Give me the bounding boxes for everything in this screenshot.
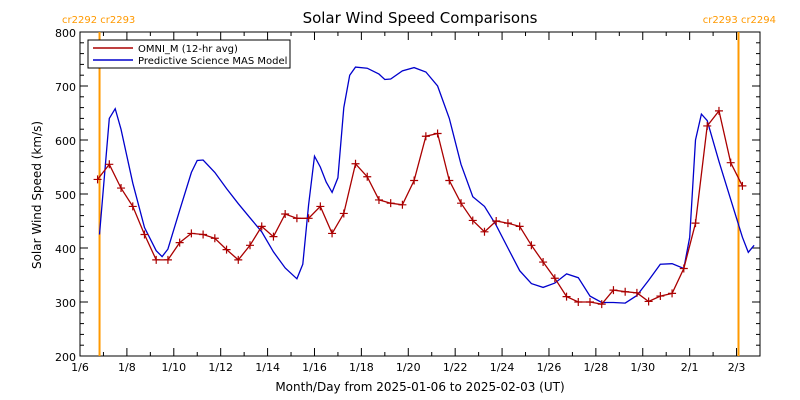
omni-data-point [398,200,407,209]
x-tick-label: 1/14 [255,361,280,374]
omni-data-point [738,181,747,190]
x-tick-label: 1/16 [302,361,327,374]
omni-data-point [281,209,290,218]
y-tick-label: 800 [55,27,76,40]
legend-box [87,39,291,69]
legend-entry: OMNI_M (12-hr avg) [138,44,238,55]
omni-data-point [410,176,419,185]
carrington-marker-label: cr2293 cr2294 [703,15,776,26]
x-tick-label: 1/22 [443,361,468,374]
omni-data-point [163,255,172,264]
x-tick-label: 1/28 [584,361,609,374]
omni-data-point [574,298,583,306]
omni-data-point [105,160,114,169]
x-tick-label: 1/30 [630,361,655,374]
x-tick-label: 1/24 [490,361,515,374]
omni-data-point [210,234,219,243]
omni-data-point [175,238,184,247]
omni-data-point [316,202,325,211]
carrington-marker-label: cr2292 cr2293 [62,15,135,26]
x-tick-label: 1/10 [161,361,186,374]
omni-data-point [539,258,548,267]
x-tick-label: 1/18 [349,361,374,374]
omni-data-point [609,286,618,295]
omni-data-point [304,214,313,223]
omni-data-point [386,199,395,208]
omni-data-point [691,219,700,228]
omni-data-point [117,184,126,193]
omni-data-point [562,292,571,301]
omni-data-point [140,230,149,239]
omni-data-point [586,298,594,306]
omni-data-point [199,230,208,239]
omni-data-point [292,214,301,223]
omni-data-point [503,219,512,228]
omni-data-point [621,287,630,296]
omni-data-point [515,222,524,231]
y-tick-label: 200 [55,351,76,364]
y-tick-label: 600 [55,135,76,148]
omni-data-point [269,232,278,241]
omni-data-point [421,132,430,141]
omni-data-point [703,121,712,130]
mas-model-series-line [98,66,755,304]
omni-data-point [632,288,641,297]
omni-data-point [468,216,477,225]
x-tick-label: 2/3 [728,361,746,374]
omni-data-point [257,222,266,231]
chart-title: Solar Wind Speed Comparisons [303,9,538,27]
omni-data-point [597,300,606,309]
omni-data-point [668,289,677,298]
omni-data-point [726,158,735,167]
omni-data-point [714,106,723,115]
omni-data-point [527,241,536,250]
plot-area: 200 300 400 500 600 700 800 1/6 1/8 1/10 1/12 1/14 1… [55,15,776,374]
x-tick-label: 1/6 [71,361,89,374]
x-tick-label: 1/26 [537,361,562,374]
omni-data-point [492,217,501,225]
omni-data-point [187,229,196,238]
omni-data-point [152,255,161,264]
omni-data-point [480,227,489,236]
omni-data-point [679,264,688,273]
omni-data-point [656,292,665,301]
omni-data-point [457,199,466,208]
omni-data-point [351,159,360,168]
x-tick-label: 1/12 [208,361,233,374]
y-tick-label: 500 [55,189,76,202]
omni-data-point [328,229,337,238]
omni-data-point [433,129,442,138]
omni-data-point [644,297,653,306]
legend-entry: Predictive Science MAS Model [138,56,287,67]
omni-data-point [93,175,102,184]
omni-data-point [222,245,231,254]
omni-data-point [363,172,372,181]
omni-data-point [128,202,137,211]
omni-data-point [550,274,559,283]
y-tick-label: 700 [55,81,76,94]
omni-series-line [97,109,743,305]
omni-data-point [339,209,348,218]
x-tick-label: 1/8 [118,361,136,374]
plot-frame [79,31,761,357]
y-tick-label: 300 [55,297,76,310]
omni-data-point [234,255,243,264]
y-axis-label: Solar Wind Speed (km/s) [30,121,44,269]
x-tick-label: 1/20 [396,361,421,374]
omni-data-point [445,176,454,185]
y-tick-label: 400 [55,243,76,256]
x-axis-label: Month/Day from 2025-01-06 to 2025-02-03 … [275,380,564,394]
omni-data-point [374,195,383,204]
x-tick-label: 2/1 [681,361,699,374]
omni-data-point [246,241,254,250]
